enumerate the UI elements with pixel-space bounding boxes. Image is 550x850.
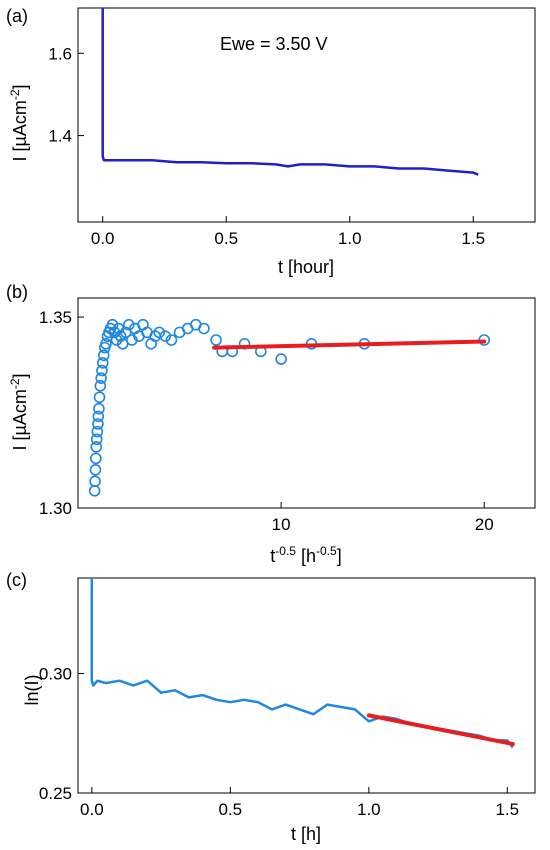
panel-b-point bbox=[89, 475, 101, 488]
panel-c-plot-area: 0.0 0.5 1.0 1.5 0.25 0.30 bbox=[39, 577, 536, 819]
panel-b-ytick-label: 1.35 bbox=[39, 308, 72, 327]
panel-b-xtick-label: 10 bbox=[272, 515, 291, 534]
panel-a-xtick-label: 1.0 bbox=[338, 229, 362, 248]
panel-b-point bbox=[96, 364, 108, 377]
panel-b-ylabel-tail: ] bbox=[10, 373, 30, 378]
panel-b-xtick-label: 20 bbox=[475, 515, 494, 534]
panel-b-ylabel-base: I [µAcm bbox=[10, 389, 30, 450]
panel-c-xtick-label: 1.5 bbox=[495, 800, 519, 819]
panel-b-point bbox=[90, 441, 103, 453]
panel-c-xlabel: t [h] bbox=[291, 824, 321, 844]
panel-a-ytick-label: 1.4 bbox=[48, 127, 72, 146]
panel-b-data bbox=[88, 318, 491, 497]
panel-a-ylabel-base: I [µAcm bbox=[10, 100, 30, 161]
panel-b-point bbox=[93, 391, 106, 404]
panel-b-frame bbox=[77, 297, 536, 509]
panel-b-point bbox=[93, 402, 105, 415]
panel-a-ylabel-tail: ] bbox=[10, 84, 30, 89]
panel-a-frame bbox=[77, 7, 536, 223]
panel-a-ylabel-sup: -2 bbox=[8, 89, 22, 100]
panel-b-point bbox=[88, 485, 101, 497]
panel-b-xlabel: t-0.5 [h-0.5] bbox=[270, 544, 341, 566]
panel-b-point bbox=[165, 334, 178, 346]
panel-b-point bbox=[106, 318, 119, 331]
panel-b-xlabel-tail: ] bbox=[337, 546, 342, 566]
panel-c-label: (c) bbox=[6, 570, 27, 590]
panel-a-annotation: Ewe = 3.50 V bbox=[220, 34, 328, 54]
panel-b-xlabel-sup2: -0.5 bbox=[316, 544, 337, 558]
panel-a-data bbox=[101, 8, 479, 176]
panel-b-point bbox=[159, 330, 172, 342]
panel-a-series-line bbox=[101, 8, 479, 176]
panel-b-point bbox=[122, 318, 135, 331]
panel-a-xtick-label: 0.5 bbox=[214, 229, 238, 248]
panel-c-ytick-label: 0.30 bbox=[39, 665, 72, 684]
panel-b: (b) 10 201.301.35 t-0.5 [h-0.5] I [µAcm-2… bbox=[6, 282, 536, 566]
panel-b-fit-line bbox=[212, 339, 487, 350]
panel-c-xtick-label: 1.0 bbox=[357, 800, 381, 819]
panel-b-point bbox=[91, 425, 104, 438]
panel-b-point bbox=[95, 372, 107, 384]
panel-b-point bbox=[275, 353, 287, 365]
panel-c-xtick-label: 0.0 bbox=[80, 800, 104, 819]
panel-c-series-line bbox=[90, 578, 514, 749]
panel-b-point bbox=[210, 334, 222, 346]
panel-b-xlabel-mid: [h bbox=[296, 546, 316, 566]
panel-a-ylabel: I [µAcm-2] bbox=[8, 84, 30, 161]
panel-b-point bbox=[94, 380, 107, 392]
panel-b-point bbox=[90, 452, 102, 465]
panel-c-xtick-label: 0.5 bbox=[219, 800, 243, 819]
panel-c-frame bbox=[77, 577, 536, 794]
panel-a-xlabel: t [hour] bbox=[278, 257, 334, 277]
panel-b-point bbox=[100, 338, 112, 350]
panel-b-point bbox=[97, 349, 110, 362]
panel-b-point bbox=[96, 357, 109, 369]
panel-a-xtick-label: 0.0 bbox=[91, 229, 115, 248]
panel-c-ytick-label: 0.25 bbox=[39, 784, 72, 803]
panel-c: (c) 0.0 0.5 1.0 1.5 0.25 0.30 t [h] ln(I) bbox=[6, 570, 536, 844]
panel-b-point bbox=[153, 326, 166, 339]
panel-b-plot-area: 10 20 1.30 1.35 bbox=[39, 297, 536, 534]
panel-a-plot-area: 0.0 0.5 1.0 1.5 1.4 1.6 bbox=[48, 7, 536, 248]
panel-b-point bbox=[92, 410, 105, 423]
panel-b-label: (b) bbox=[6, 282, 28, 302]
panel-c-ylabel: ln(I) bbox=[22, 675, 42, 706]
panel-b-point bbox=[90, 433, 103, 446]
panel-b-xlabel-sup: -0.5 bbox=[275, 544, 296, 558]
panel-c-fit-line bbox=[366, 713, 515, 747]
panel-a-ytick-label: 1.6 bbox=[48, 44, 72, 63]
panel-a-label: (a) bbox=[6, 6, 28, 26]
panel-b-point bbox=[198, 322, 210, 335]
panel-b-ytick-label: 1.30 bbox=[39, 499, 72, 518]
panel-a: (a) Ewe = 3.50 V 0.0 0.5 1.0 1.5 1.4 1.6 t [h… bbox=[6, 6, 536, 277]
panel-b-point bbox=[92, 418, 104, 430]
panel-c-data bbox=[90, 578, 515, 749]
panel-b-ylabel: I [µAcm-2] bbox=[8, 373, 30, 450]
panel-b-point bbox=[89, 464, 102, 476]
panel-b-xlabel-base: t bbox=[270, 546, 275, 566]
panel-a-xtick-label: 1.5 bbox=[461, 229, 485, 248]
panel-b-ylabel-sup: -2 bbox=[8, 378, 22, 389]
